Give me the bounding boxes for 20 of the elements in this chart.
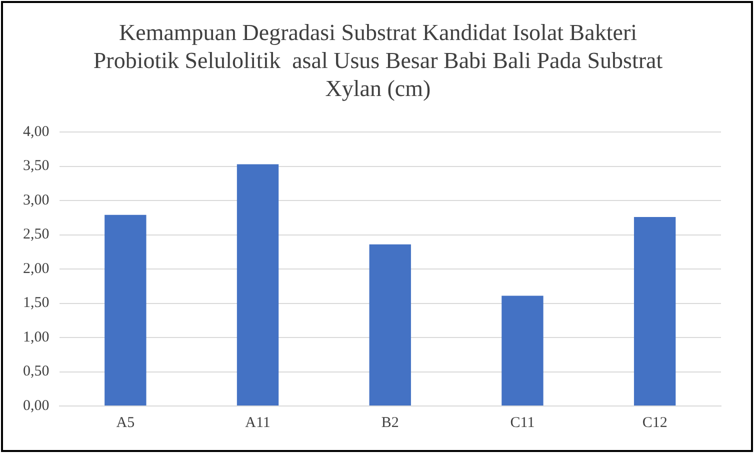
- bar: [104, 214, 146, 406]
- y-tick-label: 3,00: [23, 192, 50, 208]
- x-tick-label: B2: [381, 414, 399, 431]
- bar: [369, 244, 411, 406]
- y-tick-label: 1,50: [23, 295, 50, 312]
- y-tick-label: 2,00: [23, 260, 50, 277]
- y-tick-label: 2,50: [23, 226, 50, 243]
- y-tick-label: 0,50: [23, 364, 50, 380]
- bar: [634, 216, 676, 406]
- y-tick-label: 3,50: [23, 158, 50, 174]
- y-tick-label: 0,00: [23, 398, 50, 414]
- x-tick-label: C12: [642, 414, 668, 431]
- y-tick-label: 4,00: [23, 124, 50, 140]
- y-tick-label: 1,00: [23, 329, 50, 346]
- chart-title: Kemampuan Degradasi Substrat Kandidat Isolat Bakteri Probiotik Selulolitik asal Usus Besar Babi Bali Pada Substrat Xylan (cm): [93, 19, 663, 103]
- x-tick-label: A5: [116, 414, 135, 431]
- x-tick-label: A11: [245, 414, 270, 431]
- bar: [502, 296, 544, 406]
- x-tick-label: C11: [510, 414, 535, 431]
- bar: [236, 164, 279, 406]
